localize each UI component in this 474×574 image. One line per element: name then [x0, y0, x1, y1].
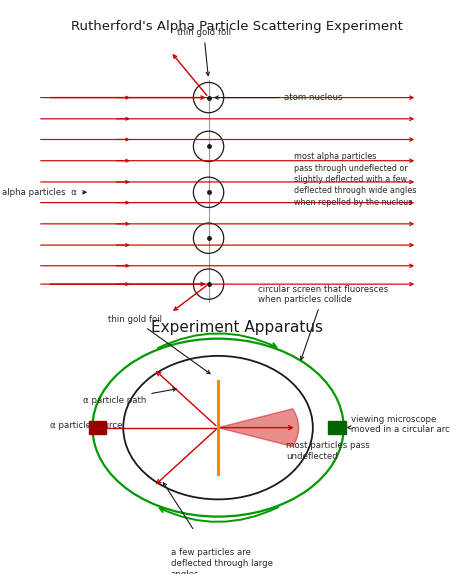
Text: viewing microscope
moved in a circular arc: viewing microscope moved in a circular a…	[348, 415, 450, 435]
Text: α particle path: α particle path	[83, 388, 176, 405]
FancyBboxPatch shape	[89, 421, 106, 434]
Text: atom nucleus: atom nucleus	[215, 93, 343, 102]
FancyBboxPatch shape	[328, 421, 346, 434]
Polygon shape	[218, 409, 299, 447]
Text: thin gold foil: thin gold foil	[108, 315, 210, 374]
Text: thin gold foil: thin gold foil	[177, 28, 231, 76]
Text: Rutherford's Alpha Particle Scattering Experiment: Rutherford's Alpha Particle Scattering E…	[71, 20, 403, 33]
Text: alpha particles  α: alpha particles α	[2, 188, 86, 197]
Text: Experiment Apparatus: Experiment Apparatus	[151, 320, 323, 335]
Text: a few particles are
deflected through large
angles: a few particles are deflected through la…	[171, 548, 273, 574]
Text: α particle source: α particle source	[50, 421, 122, 430]
Text: circular screen that fluoresces
when particles collide: circular screen that fluoresces when par…	[258, 285, 389, 360]
Text: most alpha particles
pass through undeflected or
slightly deflected with a few
d: most alpha particles pass through undefl…	[294, 152, 416, 207]
Text: most particles pass
undeflected: most particles pass undeflected	[286, 441, 370, 461]
